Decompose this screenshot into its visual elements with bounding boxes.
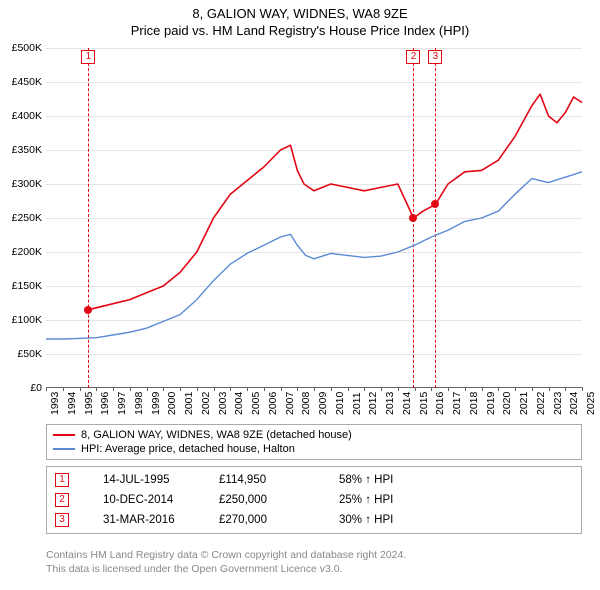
sale-row: 3 31-MAR-2016 £270,000 30% ↑ HPI bbox=[55, 513, 573, 527]
series-svg bbox=[46, 48, 582, 388]
sale-row: 2 10-DEC-2014 £250,000 25% ↑ HPI bbox=[55, 493, 573, 507]
x-axis-label: 2005 bbox=[250, 392, 262, 415]
x-axis-label: 2002 bbox=[200, 392, 212, 415]
x-axis-label: 2025 bbox=[585, 392, 597, 415]
x-axis-label: 1996 bbox=[99, 392, 111, 415]
legend-swatch-property bbox=[53, 434, 75, 436]
x-axis-label: 2021 bbox=[518, 392, 530, 415]
x-axis-label: 2023 bbox=[552, 392, 564, 415]
y-axis-label: £500K bbox=[2, 42, 42, 54]
sale-badge: 1 bbox=[55, 473, 69, 487]
attribution-line: Contains HM Land Registry data © Crown c… bbox=[46, 548, 406, 562]
x-axis-label: 2008 bbox=[300, 392, 312, 415]
x-axis-label: 1997 bbox=[116, 392, 128, 415]
x-axis-label: 2001 bbox=[183, 392, 195, 415]
sale-price: £270,000 bbox=[219, 514, 339, 526]
sales-table: 1 14-JUL-1995 £114,950 58% ↑ HPI 2 10-DE… bbox=[46, 466, 582, 534]
sale-date: 10-DEC-2014 bbox=[69, 494, 219, 506]
x-axis-label: 2016 bbox=[434, 392, 446, 415]
sale-row: 1 14-JUL-1995 £114,950 58% ↑ HPI bbox=[55, 473, 573, 487]
sale-badge: 3 bbox=[55, 513, 69, 527]
x-tick bbox=[582, 387, 583, 391]
sale-direction: 25% ↑ HPI bbox=[339, 494, 459, 506]
series-hpi bbox=[46, 172, 582, 339]
y-axis-label: £100K bbox=[2, 314, 42, 326]
x-axis-label: 2009 bbox=[317, 392, 329, 415]
legend-item: HPI: Average price, detached house, Halt… bbox=[53, 443, 575, 455]
sale-date: 31-MAR-2016 bbox=[69, 514, 219, 526]
x-axis-label: 2010 bbox=[334, 392, 346, 415]
y-axis-label: £200K bbox=[2, 246, 42, 258]
legend-swatch-hpi bbox=[53, 448, 75, 450]
x-axis-label: 2014 bbox=[401, 392, 413, 415]
x-axis-label: 2012 bbox=[367, 392, 379, 415]
sale-price: £250,000 bbox=[219, 494, 339, 506]
x-axis-label: 2011 bbox=[351, 392, 363, 415]
legend-label: 8, GALION WAY, WIDNES, WA8 9ZE (detached… bbox=[81, 429, 352, 441]
x-axis-label: 2013 bbox=[384, 392, 396, 415]
x-axis-label: 2004 bbox=[233, 392, 245, 415]
x-axis-label: 1995 bbox=[83, 392, 95, 415]
x-axis-label: 2015 bbox=[418, 392, 430, 415]
legend: 8, GALION WAY, WIDNES, WA8 9ZE (detached… bbox=[46, 424, 582, 460]
chart-plot-area: £0£50K£100K£150K£200K£250K£300K£350K£400… bbox=[46, 48, 582, 388]
attribution-line: This data is licensed under the Open Gov… bbox=[46, 562, 406, 576]
y-axis-label: £350K bbox=[2, 144, 42, 156]
sale-direction: 30% ↑ HPI bbox=[339, 514, 459, 526]
x-axis-label: 1993 bbox=[49, 392, 61, 415]
y-axis-label: £150K bbox=[2, 280, 42, 292]
x-axis-label: 2022 bbox=[535, 392, 547, 415]
y-axis-label: £50K bbox=[2, 348, 42, 360]
sale-direction: 58% ↑ HPI bbox=[339, 474, 459, 486]
sale-badge: 2 bbox=[55, 493, 69, 507]
x-axis-label: 2019 bbox=[485, 392, 497, 415]
legend-label: HPI: Average price, detached house, Halt… bbox=[81, 443, 295, 455]
y-axis-label: £450K bbox=[2, 76, 42, 88]
x-axis-label: 2007 bbox=[284, 392, 296, 415]
chart-title: 8, GALION WAY, WIDNES, WA8 9ZE bbox=[0, 0, 600, 21]
x-axis-label: 2020 bbox=[501, 392, 513, 415]
y-axis-label: £300K bbox=[2, 178, 42, 190]
x-axis-label: 1998 bbox=[133, 392, 145, 415]
x-axis-label: 2006 bbox=[267, 392, 279, 415]
y-axis-label: £400K bbox=[2, 110, 42, 122]
x-axis-label: 2024 bbox=[568, 392, 580, 415]
chart-subtitle: Price paid vs. HM Land Registry's House … bbox=[0, 21, 600, 38]
x-axis-label: 2018 bbox=[468, 392, 480, 415]
x-axis-label: 1999 bbox=[150, 392, 162, 415]
sale-price: £114,950 bbox=[219, 474, 339, 486]
attribution: Contains HM Land Registry data © Crown c… bbox=[46, 548, 406, 576]
x-axis-label: 2003 bbox=[217, 392, 229, 415]
x-axis-label: 1994 bbox=[66, 392, 78, 415]
x-axis-label: 2017 bbox=[451, 392, 463, 415]
chart-document: 8, GALION WAY, WIDNES, WA8 9ZE Price pai… bbox=[0, 0, 600, 590]
sale-date: 14-JUL-1995 bbox=[69, 474, 219, 486]
y-axis-label: £0 bbox=[2, 382, 42, 394]
legend-item: 8, GALION WAY, WIDNES, WA8 9ZE (detached… bbox=[53, 429, 575, 441]
x-axis-label: 2000 bbox=[166, 392, 178, 415]
y-axis-label: £250K bbox=[2, 212, 42, 224]
